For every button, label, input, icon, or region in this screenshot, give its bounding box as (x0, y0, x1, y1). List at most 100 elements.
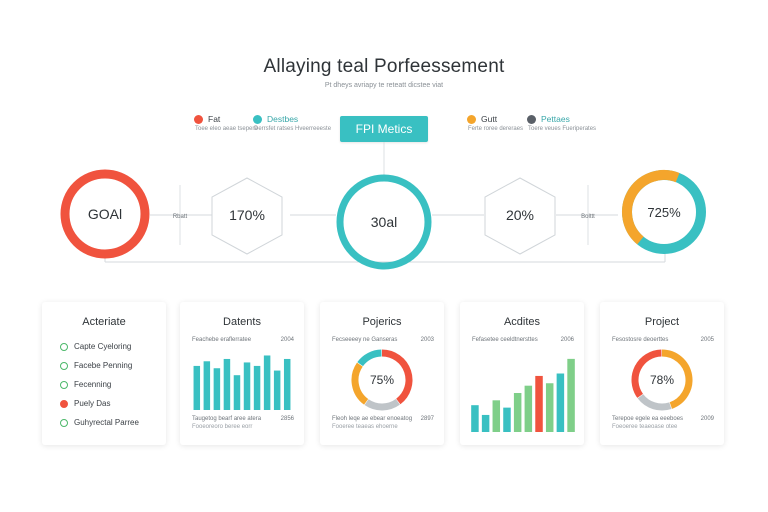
datents-bar (203, 361, 211, 410)
legend-gutt: Gutt Ferte roree dereraes (467, 114, 523, 133)
datents-bar (213, 368, 221, 410)
donut-725-arc (622, 170, 680, 245)
project-top-label: Fesostosre deoerttes (612, 337, 669, 343)
datents-bar (223, 358, 231, 410)
donut-segment (351, 362, 369, 405)
acdites-bar (513, 393, 522, 432)
datents-bar (253, 365, 261, 410)
legend-sub: Ferte roree dereraes (468, 126, 524, 132)
legend-label: Pettaes (541, 114, 570, 124)
donut-segment (661, 349, 693, 409)
list-item[interactable]: Capte Cyeloring (60, 342, 139, 351)
fat-dot-icon (194, 114, 203, 124)
metrics-diagram: GOAl 170% 30al 20% 725% Rbatt Bolttt (60, 142, 706, 270)
pojerics-bottom-label2: Fooeree teaeas ehoerne (332, 424, 398, 430)
legend-fat: Fat Toee eleo aeae tsepere (194, 114, 258, 133)
pojerics-bottom-label: Fleoh leqe ae ebear enoeatog (332, 416, 413, 422)
acdites-top-value: 2006 (560, 337, 574, 343)
connector-label-right: Bolttt (581, 214, 595, 220)
project-bottom-value: 2009 (700, 416, 714, 422)
alert-circle-icon (60, 399, 68, 408)
list-item-label: Puely Das (74, 399, 111, 408)
donut-725-label: 725% (647, 205, 681, 220)
hexagon-170 (211, 177, 283, 255)
center-ring (336, 174, 432, 270)
datents-bar (233, 375, 241, 410)
datents-top-label: Feachebe eraflerratee (192, 337, 252, 343)
acdites-bar (492, 400, 501, 432)
check-circle-icon (60, 380, 68, 389)
list-item-label: Capte Cyeloring (74, 342, 132, 351)
datents-bar (283, 358, 291, 410)
acdites-bar (535, 375, 543, 432)
list-item-label: Facebe Penning (74, 361, 133, 370)
center-ring-label: 30al (371, 214, 397, 230)
datents-bar (273, 370, 281, 410)
card-project-title: Project (644, 316, 680, 328)
page-subtitle: Pt dheys avriapy te reteatt dicstee viat (324, 82, 444, 89)
datents-bottom-label2: Fooeoreoro beree eorr (192, 424, 253, 430)
project-top-value: 2005 (700, 337, 714, 343)
acdites-bar (503, 407, 511, 432)
hexagon-20 (484, 177, 556, 255)
legend-label: Gutt (481, 114, 498, 124)
legend-destbes: Destbes Derrsfet ratses Hveerreeeste (253, 114, 331, 133)
card-acteriate: Acteriate Capte Cyeloring Facebe Penning… (42, 302, 166, 445)
connector-label-left: Rbatt (173, 214, 188, 220)
card-pojerics-title: Pojerics (362, 316, 402, 328)
donut-segment (631, 349, 662, 398)
legend-sub: Toere veues Fueriperates (528, 126, 597, 132)
card-acteriate-title: Acteriate (82, 316, 126, 328)
gutt-dot-icon (467, 114, 476, 124)
acdites-bar-chart (471, 358, 575, 432)
acdites-bar (481, 414, 490, 432)
card-acdites-title: Acdites (503, 316, 541, 328)
acdites-bar (545, 383, 554, 432)
legend-sub: Toee eleo aeae tsepere (195, 126, 258, 132)
acdites-bar (567, 358, 575, 432)
check-circle-icon (60, 418, 68, 427)
list-item[interactable]: Fecenning (60, 380, 139, 389)
card-pojerics: Pojerics Fecseeeey ne Ganseras 2003 75% … (320, 302, 444, 445)
list-item-label: Guhyrectal Parree (74, 418, 139, 427)
acdites-bar (524, 385, 533, 432)
datents-bar (193, 365, 201, 410)
card-datents-title: Datents (223, 316, 261, 328)
donut-segment (637, 394, 672, 411)
pojerics-donut (351, 349, 413, 411)
project-center-value: 78% (649, 373, 675, 387)
page-title: Allaying teal Porfeessement (263, 56, 505, 77)
check-circle-icon (60, 342, 68, 351)
list-item[interactable]: Facebe Penning (60, 361, 139, 370)
check-circle-icon (60, 361, 68, 370)
card-project: Project Fesostosre deoerttes 2005 78% Te… (600, 302, 724, 445)
list-item[interactable]: Guhyrectal Parree (60, 418, 139, 427)
pojerics-top-label: Fecseeeey ne Ganseras (332, 337, 398, 343)
card-acdites: Acdites Fefasetee ceeldtnersttes 2006 (460, 302, 584, 445)
project-bottom-label2: Foeoeree teaeoase otee (612, 424, 678, 430)
list-item[interactable]: Puely Das (60, 399, 139, 408)
donut-segment (381, 349, 413, 405)
goal-ring (60, 169, 150, 259)
pojerics-bottom-value: 2897 (420, 416, 434, 422)
legend-pettaes: Pettaes Toere veues Fueriperates (527, 114, 596, 133)
hex-170-label: 170% (229, 207, 265, 223)
list-item-label: Fecenning (74, 380, 112, 389)
legend-sub: Derrsfet ratses Hveerreeeste (254, 126, 332, 132)
hex-20-label: 20% (506, 207, 534, 223)
pojerics-top-value: 2003 (420, 337, 434, 343)
donut-segment (357, 349, 382, 367)
acdites-top-label: Fefasetee ceeldtnersttes (472, 337, 538, 343)
donut-segment (364, 398, 400, 411)
destbes-dot-icon (253, 114, 262, 124)
pettaes-dot-icon (527, 114, 536, 124)
kpi-metrics-button[interactable]: FPI Metics (340, 116, 428, 142)
datents-top-value: 2004 (280, 337, 294, 343)
datents-bar (243, 362, 251, 410)
acdites-bar (556, 373, 565, 432)
pojerics-center-value: 75% (369, 373, 395, 387)
legend-label: Fat (208, 114, 221, 124)
datents-bottom-label: Taugetog bearf aree atera (192, 416, 262, 422)
datents-bottom-value: 2856 (280, 416, 294, 422)
datents-bar-chart (193, 355, 291, 410)
